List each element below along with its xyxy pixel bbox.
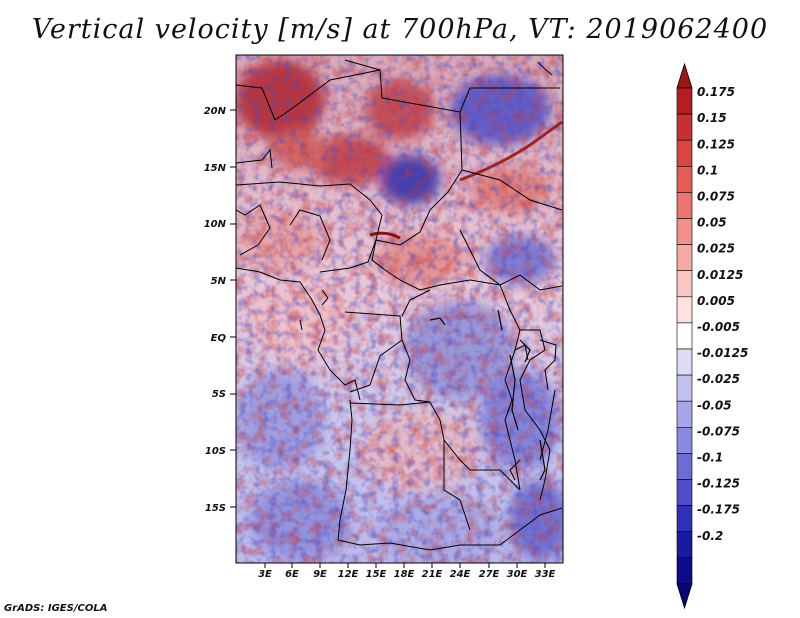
velocity-field <box>236 55 563 563</box>
colorbar-label: 0.075 <box>697 190 735 204</box>
colorbar-label: 0.15 <box>697 111 727 125</box>
lat-label: 10N <box>204 219 227 230</box>
colorbar-label: -0.2 <box>697 529 723 543</box>
colorbar-arrow-bottom <box>676 583 693 610</box>
lon-ticks <box>264 563 546 568</box>
colorbar-swatch <box>676 244 693 272</box>
map-title: Vertical velocity [m/s] at 700hPa, VT: 2… <box>31 14 769 45</box>
lat-label: 5N <box>211 276 227 287</box>
colorbar-swatch <box>676 192 693 219</box>
lat-ticks <box>230 109 236 508</box>
lon-label: 33E <box>535 569 556 580</box>
colorbar-label: -0.005 <box>697 320 740 334</box>
colorbar-swatch <box>676 400 693 428</box>
lon-label: 24E <box>450 569 471 580</box>
lon-label: 15E <box>366 569 387 580</box>
colorbar-swatch <box>676 270 693 298</box>
colorbar-label: -0.025 <box>697 372 740 386</box>
lon-label: 21E <box>422 569 443 580</box>
lat-label: 5S <box>212 389 226 400</box>
colorbar-swatch <box>676 139 693 167</box>
colorbar-label: 0.175 <box>697 85 735 99</box>
colorbar-swatch <box>676 348 693 376</box>
colorbar-label: -0.0125 <box>697 346 748 360</box>
colorbar-label: -0.075 <box>697 424 740 438</box>
lat-label: 15S <box>205 503 226 514</box>
lat-axis: 20N 15N 10N 5N EQ 5S 10S 15S <box>204 106 227 514</box>
lat-label: 10S <box>205 446 226 457</box>
lon-label: 18E <box>394 569 415 580</box>
map-frame <box>235 54 564 564</box>
colorbar-arrow-top <box>676 62 693 89</box>
colorbar-swatch <box>676 557 693 585</box>
lon-label: 12E <box>338 569 359 580</box>
colorbar-swatch <box>676 453 693 480</box>
colorbar-swatch <box>676 87 693 115</box>
lon-axis: 3E 6E 9E 12E 15E 18E 21E 24E 27E 30E 33E <box>258 569 555 580</box>
colorbar-swatch <box>676 166 693 193</box>
colorbar-label: 0.025 <box>697 242 735 256</box>
colorbar-label: -0.125 <box>697 477 740 491</box>
grads-credit: GrADS: IGES/COLA <box>4 603 108 614</box>
colorbar-label: -0.05 <box>697 398 732 412</box>
lat-label: 20N <box>204 106 227 117</box>
lon-label: 6E <box>285 569 299 580</box>
colorbar-swatch <box>676 426 693 454</box>
lon-label: 3E <box>258 569 272 580</box>
colorbar-swatch <box>676 322 693 350</box>
lon-label: 30E <box>507 569 528 580</box>
colorbar-label: 0.005 <box>697 294 735 308</box>
colorbar-swatch <box>676 374 693 402</box>
lon-label: 27E <box>479 569 500 580</box>
country-borders <box>236 59 563 551</box>
colorbar-label: 0.125 <box>697 137 735 151</box>
colorbar-swatch <box>676 296 693 324</box>
colorbar-label: -0.1 <box>697 451 723 465</box>
lat-label: 15N <box>204 163 227 174</box>
lat-label: EQ <box>211 333 227 344</box>
colorbar-label: 0.05 <box>697 216 727 230</box>
colorbar-label: -0.175 <box>697 503 740 517</box>
colorbar-swatch <box>676 505 693 533</box>
colorbar-swatch <box>676 113 693 141</box>
colorbar: 0.175 0.15 0.125 0.1 0.075 0.05 0.025 0.0125 0.0… <box>676 62 748 610</box>
colorbar-label: 0.1 <box>697 163 718 177</box>
lon-label: 9E <box>313 569 327 580</box>
colorbar-swatch <box>676 531 693 559</box>
colorbar-label: 0.0125 <box>697 268 743 282</box>
colorbar-swatch <box>676 218 693 245</box>
colorbar-swatch <box>676 479 693 506</box>
